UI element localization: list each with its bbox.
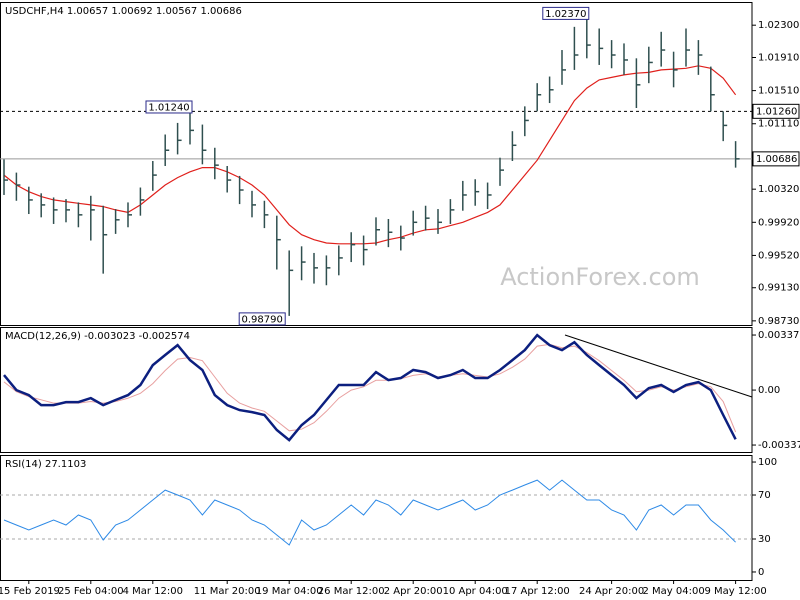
y-tick-label: 70 (758, 490, 771, 501)
price-line-box (752, 151, 800, 167)
panel-frame (0, 455, 753, 581)
annotation-label: 1.01240 (148, 102, 189, 113)
y-tick-label: -0.003373 (758, 440, 800, 451)
panel-title: RSI(14) 27.1103 (5, 459, 86, 470)
x-tick-label: 15 Feb 2019 (0, 586, 60, 597)
price-line-label: 1.01260 (756, 106, 797, 117)
y-tick-label: 0.003377 (758, 330, 800, 341)
x-tick-label: 24 Apr 20:00 (579, 586, 644, 597)
x-tick-label: 25 Feb 04:00 (58, 586, 124, 597)
x-tick-label: 10 Apr 04:00 (443, 586, 508, 597)
x-tick-label: 19 Mar 04:00 (256, 586, 323, 597)
y-tick-label: 1.01110 (758, 119, 799, 130)
y-tick-label: 0.99920 (758, 217, 799, 228)
indicator-line (3, 479, 736, 546)
y-tick-label: 0.00 (758, 385, 780, 396)
y-tick-label: 100 (758, 457, 777, 468)
watermark: ActionForex.com (500, 263, 700, 291)
annotation-box (542, 6, 590, 20)
moving-average (3, 65, 737, 245)
price-line-box (752, 103, 800, 119)
x-tick-label: 26 Mar 12:00 (318, 586, 385, 597)
y-tick-label: 0.98730 (758, 316, 799, 327)
y-tick-label: 1.00320 (758, 184, 799, 195)
x-tick-label: 11 Mar 20:00 (194, 586, 261, 597)
indicator-line (3, 333, 737, 442)
x-tick-label: 4 Mar 12:00 (123, 586, 183, 597)
annotation-label: 0.98790 (242, 314, 283, 325)
y-tick-label: 30 (758, 534, 771, 545)
x-tick-label: 17 Apr 12:00 (505, 586, 570, 597)
panel-frame (0, 2, 753, 326)
annotation-box (238, 312, 286, 326)
y-tick-label: 0.99520 (758, 250, 799, 261)
annotation-box (145, 100, 193, 114)
panel-title: USDCHF,H4 1.00657 1.00692 1.00567 1.0068… (5, 6, 242, 17)
x-tick-label: 2 May 04:00 (642, 586, 704, 597)
indicator-line (3, 343, 737, 433)
y-tick-label: 0.99130 (758, 283, 799, 294)
annotation-label: 1.02370 (545, 9, 586, 20)
panel-title: MACD(12,26,9) -0.003023 -0.002574 (5, 331, 190, 342)
y-tick-label: 1.01910 (758, 52, 799, 63)
y-tick-label: 1.02300 (758, 20, 799, 31)
x-tick-label: 9 May 12:00 (704, 586, 766, 597)
price-line-label: 1.00686 (756, 154, 797, 165)
x-tick-label: 2 Apr 20:00 (384, 586, 443, 597)
trend-line (564, 334, 753, 398)
y-tick-label: 0 (758, 567, 764, 578)
y-tick-label: 1.01510 (758, 86, 799, 97)
